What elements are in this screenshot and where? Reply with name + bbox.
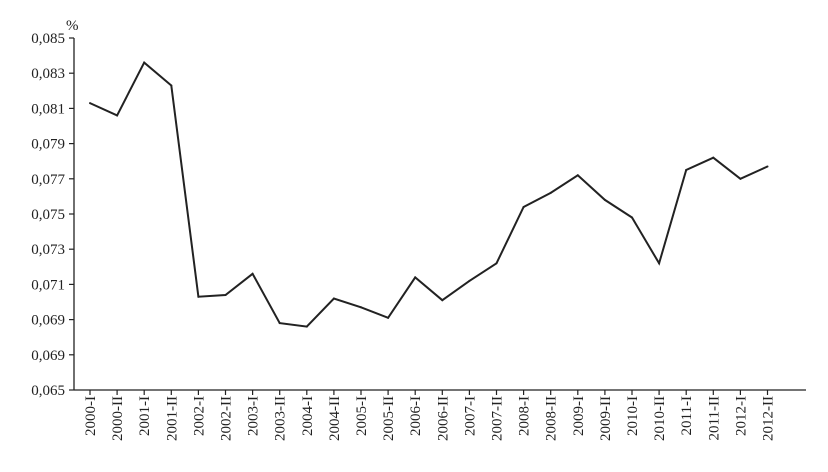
x-tick-label: 2008-I xyxy=(517,396,533,436)
x-tick-label: 2012-I xyxy=(733,396,749,436)
data-point xyxy=(766,165,769,168)
data-point xyxy=(658,262,661,265)
data-point xyxy=(197,295,200,298)
data-point xyxy=(522,205,525,208)
data-point xyxy=(441,299,444,302)
x-tick-label: 2007-II xyxy=(490,396,506,441)
data-point xyxy=(116,114,119,117)
y-tick-label: 0,085 xyxy=(31,31,65,47)
x-tick-label: 2010-II xyxy=(652,396,668,441)
x-tick-label: 2004-I xyxy=(300,396,316,436)
y-tick-label: 0,081 xyxy=(31,101,65,117)
y-tick-label: 0,065 xyxy=(31,383,65,399)
data-point xyxy=(631,216,633,219)
y-tick-label: 0,071 xyxy=(31,277,65,293)
x-tick-label: 2001-I xyxy=(137,396,153,436)
x-tick-label: 2001-II xyxy=(164,396,180,441)
x-tick-label: 2009-I xyxy=(571,396,587,436)
x-tick-label: 2004-II xyxy=(327,396,343,441)
x-tick-label: 2005-I xyxy=(354,396,370,436)
series-line xyxy=(89,61,768,328)
y-tick-label: 0,077 xyxy=(31,172,65,188)
data-point xyxy=(468,279,471,282)
data-point xyxy=(387,316,390,319)
y-axis-unit-label: % xyxy=(66,18,79,34)
data-point xyxy=(332,297,335,300)
x-tick-label: 2006-I xyxy=(408,396,424,436)
data-point xyxy=(305,325,308,328)
y-tick-label: 0,075 xyxy=(31,207,65,223)
x-tick-label: 2012-II xyxy=(761,396,777,441)
x-tick-label: 2007-I xyxy=(462,396,478,436)
data-point xyxy=(576,174,579,177)
x-tick-label: 2005-II xyxy=(381,396,397,441)
data-point xyxy=(360,306,362,309)
x-tick-label: 2006-II xyxy=(435,396,451,441)
data-point xyxy=(170,84,173,87)
x-tick-label: 2000-I xyxy=(83,396,99,436)
data-point xyxy=(143,61,146,64)
data-point xyxy=(414,276,417,279)
y-tick-label: 0,069 xyxy=(31,313,65,329)
x-tick-label: 2000-II xyxy=(110,396,126,441)
data-point xyxy=(712,156,715,159)
x-tick-label: 2011-I xyxy=(679,396,695,435)
y-axis: 0,065 0,069 0,069 0,071 0,073 0,075 0,077 0,079… xyxy=(31,31,75,399)
y-tick-label: 0,079 xyxy=(31,137,65,153)
data-point xyxy=(739,177,742,180)
x-tick-label: 2009-II xyxy=(598,396,614,441)
x-tick-label: 2003-II xyxy=(273,396,289,441)
data-point xyxy=(278,322,281,325)
data-point xyxy=(603,198,606,201)
y-tick-label: 0,069 xyxy=(31,348,65,364)
data-point xyxy=(89,102,91,105)
data-point xyxy=(224,293,227,296)
x-tick-label: 2008-II xyxy=(544,396,560,441)
x-tick-label: 2003-I xyxy=(246,396,262,436)
data-point xyxy=(685,169,688,171)
data-point xyxy=(495,262,498,265)
series-layer xyxy=(89,61,769,328)
data-point xyxy=(251,272,254,275)
data-point xyxy=(549,191,552,194)
x-axis: 2000-I 2000-II 2001-I 2001-II 2002-I 2002-II 2… xyxy=(74,389,806,441)
x-tick-label: 2010-I xyxy=(625,396,641,436)
x-tick-label: 2011-II xyxy=(706,396,722,440)
x-tick-label: 2002-II xyxy=(219,396,235,441)
y-tick-label: 0,083 xyxy=(31,66,65,82)
x-tick-label: 2002-I xyxy=(191,396,207,436)
y-tick-label: 0,073 xyxy=(31,242,65,258)
